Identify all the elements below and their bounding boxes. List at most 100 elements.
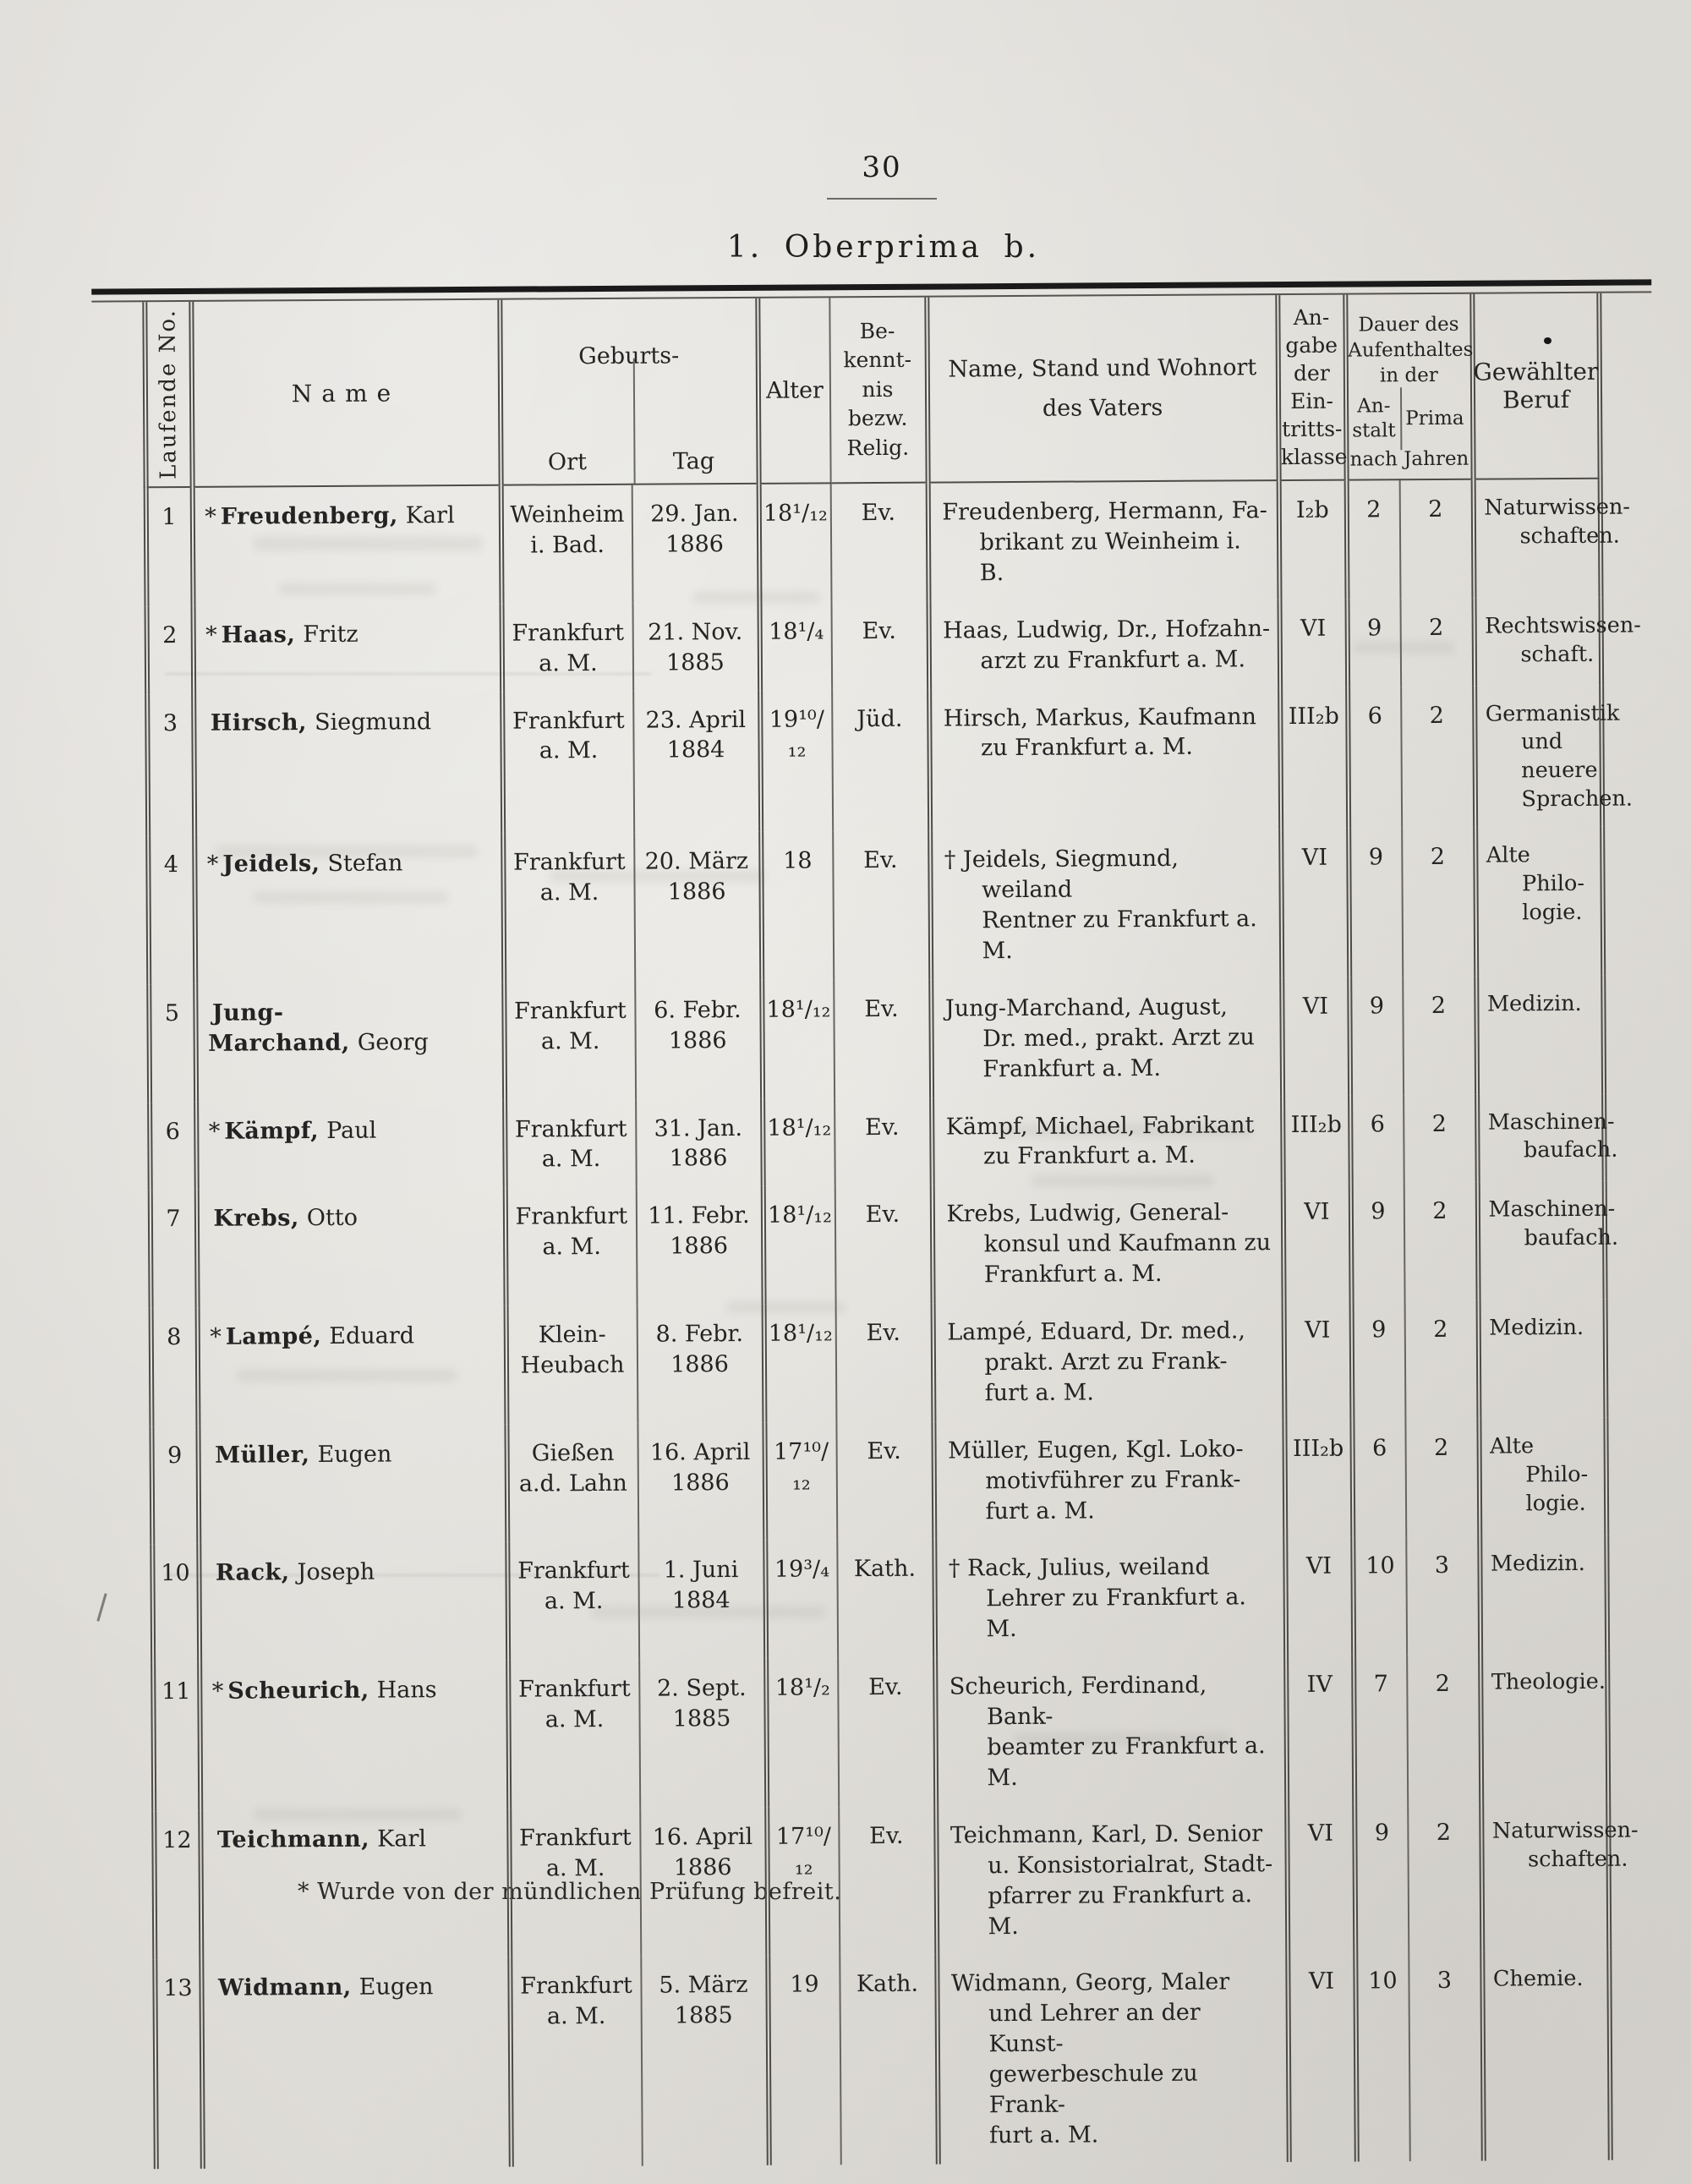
age-value: 19³/₄ [774, 1556, 830, 1584]
birth-date-cell: 31. Jan. 1886 [635, 1098, 763, 1188]
column-header-beruf: Gewählter Beruf [1471, 293, 1601, 479]
profession-cell: Alte Philo- logie. [1475, 826, 1603, 977]
age-value: 17¹⁰/₁₂ [775, 1823, 832, 1880]
column-header-dauer: Dauer des Aufenthaltes in der An- stalt … [1344, 293, 1473, 480]
birth-place: Frankfurt a. M. [512, 707, 625, 764]
entry-class-value: III₂b [1288, 703, 1339, 730]
ghost-bleedthrough [693, 592, 820, 603]
student-surname: Teichmann, [216, 1825, 370, 1853]
years-prima-value: 2 [1429, 702, 1445, 729]
student-register-table: Laufende No. Name Geburts- Ort Tag [141, 293, 1641, 2170]
entry-class-cell: VI [1284, 1537, 1354, 1656]
student-name-cell: Krebs, Otto [196, 1188, 506, 1308]
birth-place-cell: Frankfurt a. M. [503, 981, 636, 1101]
religion-cell: Ev. [834, 1097, 933, 1186]
student-name-cell: Jung-Marchand, Georg [194, 982, 505, 1103]
religion-cell: Ev. [835, 1303, 933, 1423]
birth-date: 21. Nov. 1885 [648, 618, 743, 676]
exempt-asterisk: * [208, 1118, 221, 1145]
years-prima-value: 2 [1430, 844, 1446, 871]
religion-value: Ev. [869, 1822, 904, 1849]
student-given-name: Karl [405, 502, 455, 529]
footnote: * Wurde von der mündlichen Prüfung befre… [298, 1879, 842, 1905]
entry-class-cell: VI [1286, 1804, 1355, 1953]
father-description: Teichmann, Karl, D. Senior u. Konsistori… [949, 1820, 1273, 1940]
beruf-label: Gewählter Beruf [1473, 357, 1599, 414]
exempt-asterisk: * [211, 1678, 224, 1705]
entry-class-cell: III₂b [1279, 687, 1349, 829]
religion-cell: Ev. [835, 1185, 933, 1305]
age-value: 19¹⁰/₁₂ [769, 705, 824, 764]
table-row: 8 * Lampé, Eduard Klein- Heubach 8. Febr. … [150, 1299, 1606, 1426]
father-cell: Widmann, Georg, Maler und Lehrer an der … [936, 1952, 1289, 2165]
years-institution-value: 2 [1366, 496, 1382, 523]
row-number: 7 [166, 1206, 181, 1233]
years-institution-cell: 10 [1354, 1951, 1410, 2162]
exempt-asterisk: * [206, 851, 219, 878]
years-institution-cell: 10 [1352, 1536, 1407, 1656]
ghost-bleedthrough [592, 1607, 824, 1617]
entry-class-value: VI [1302, 993, 1329, 1020]
profession-value: Chemie. [1492, 1966, 1584, 1993]
years-prima-value: 3 [1434, 1552, 1450, 1579]
years-prima-value: 2 [1433, 1434, 1449, 1461]
student-name-cell: Widmann, Eugen [200, 1957, 512, 2169]
birth-place: Weinheim i. Bad. [510, 501, 625, 559]
birth-date: 6. Febr. 1886 [654, 996, 742, 1054]
father-cell: † Jeidels, Siegmund, weiland Rentner zu … [929, 829, 1282, 980]
prima-label: Prima [1405, 407, 1464, 430]
father-description: Lampé, Eduard, Dr. med., prakt. Arzt zu … [947, 1317, 1246, 1407]
years-prima-cell: 2 [1407, 1803, 1482, 1952]
birth-date: 29. Jan. 1886 [650, 500, 739, 558]
exempt-asterisk: * [205, 503, 216, 530]
column-header-geburts: Geburts- Ort Tag [499, 298, 759, 485]
years-prima-value: 2 [1429, 614, 1444, 641]
religion-value: Ev. [863, 847, 898, 874]
student-given-name: Siegmund [314, 708, 432, 736]
birth-date-cell: 23. April 1884 [632, 690, 761, 833]
profession-cell: Rechtswissen- schaft. [1473, 597, 1641, 687]
years-institution-cell: 6 [1347, 686, 1402, 829]
years-prima-value: 2 [1432, 1198, 1447, 1225]
age-value: 18¹/₁₂ [767, 1114, 832, 1141]
years-prima-cell: 2 [1406, 1654, 1481, 1804]
age-cell: 18 [760, 831, 834, 981]
father-description: Hirsch, Markus, Kaufmann zu Frankfurt a.… [943, 703, 1257, 762]
profession-cell: Germanistik und neuere Sprachen. [1474, 685, 1633, 828]
entry-class-cell: VI [1281, 977, 1350, 1096]
age-cell: 18¹/₁₂ [763, 1185, 836, 1305]
row-number-cell: 9 [151, 1426, 199, 1545]
table-row: 12 Teichmann, Karl Frankfurt a. M. 16. Ap… [154, 1802, 1639, 1960]
bekenntnis-label: Be- kennt- nis bezw. Relig. [843, 318, 912, 460]
student-given-name: Stefan [327, 850, 403, 878]
age-cell: 18¹/₁₂ [761, 980, 835, 1099]
father-cell: Hirsch, Markus, Kaufmann zu Frankfurt a.… [928, 687, 1281, 831]
birth-date-cell: 16. April 1886 [639, 1807, 768, 1957]
exempt-asterisk: * [205, 621, 217, 649]
age-value: 17¹⁰/₁₂ [773, 1438, 829, 1496]
row-number: 6 [165, 1118, 181, 1145]
row-number-cell: 12 [154, 1811, 201, 1960]
birth-date-cell: 1. Juni 1884 [638, 1541, 766, 1660]
father-description: Haas, Ludwig, Dr., Hofzahn- arzt zu Fran… [943, 615, 1271, 674]
age-cell: 19³/₄ [764, 1540, 838, 1660]
student-given-name: Paul [326, 1117, 377, 1144]
profession-value: Alte Philo- logie. [1486, 842, 1585, 926]
birth-date-cell: 29. Jan. 1886 [632, 483, 760, 604]
row-number-cell: 7 [150, 1190, 197, 1308]
years-prima-value: 3 [1437, 1968, 1453, 1995]
row-number-cell: 2 [146, 606, 194, 694]
religion-value: Ev. [861, 499, 896, 527]
profession-cell: Naturwissen- schaften. [1480, 1802, 1639, 1952]
page-number-block: 30 [827, 151, 937, 200]
row-number-cell: 13 [155, 1959, 203, 2169]
profession-cell: Medizin. [1479, 1535, 1607, 1655]
birth-place-cell: Klein- Heubach [506, 1305, 638, 1425]
entry-class-value: VI [1305, 1553, 1333, 1580]
student-given-name: Georg [357, 1028, 429, 1056]
years-institution-cell: 9 [1354, 1803, 1409, 1953]
student-surname: Lampé, [225, 1323, 322, 1350]
birth-date-cell: 20. März 1886 [633, 831, 762, 982]
age-cell: 19¹⁰/₁₂ [759, 689, 833, 832]
years-prima-value: 2 [1433, 1316, 1448, 1344]
